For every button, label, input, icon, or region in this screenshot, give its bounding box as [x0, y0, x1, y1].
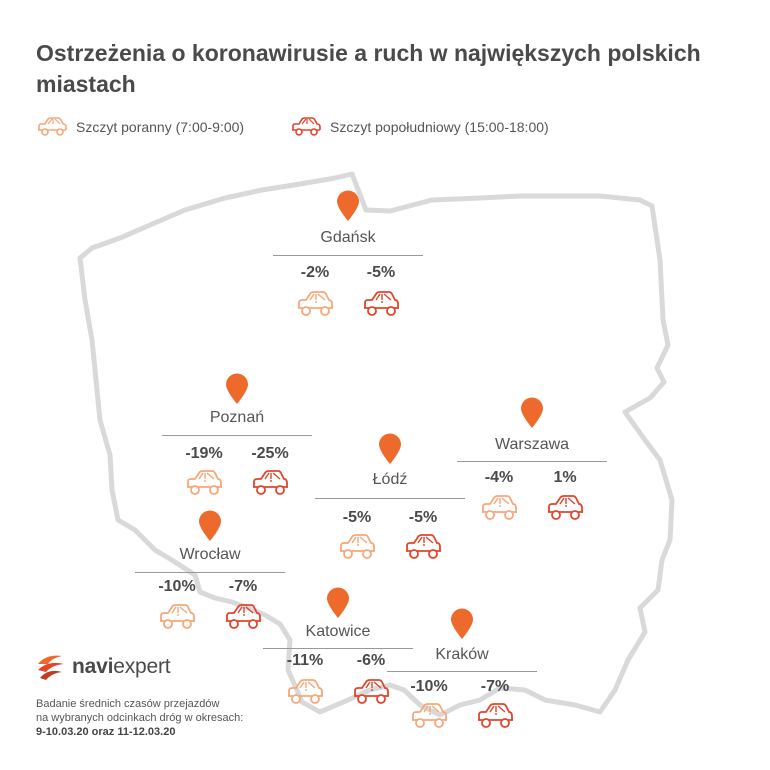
methodology-note: Badanie średnich czasów przejazdów na wy… — [36, 697, 316, 739]
morning-car — [479, 494, 519, 527]
city-name: Katowice — [305, 623, 371, 640]
naviexpert-logo: naviexpert — [36, 652, 171, 682]
location-pin-icon — [327, 587, 349, 618]
car-afternoon-icon — [478, 703, 513, 728]
location-pin-icon — [337, 190, 359, 221]
city-divider — [273, 255, 423, 256]
city-divider — [457, 461, 607, 462]
morning-car — [184, 469, 224, 502]
car-morning-icon — [298, 291, 333, 316]
car-morning-icon — [340, 534, 375, 559]
city-divider — [162, 435, 312, 436]
afternoon-change-value: -6% — [356, 652, 386, 669]
car-afternoon-icon — [354, 679, 389, 704]
car-morning-icon — [412, 703, 447, 728]
afternoon-car — [403, 533, 443, 566]
morning-change-value: -2% — [300, 264, 330, 281]
legend-afternoon: Szczyt popołudniowy (15:00-18:00) — [290, 116, 549, 138]
legend-morning: Szczyt poranny (7:00-9:00) — [36, 116, 244, 138]
location-pin-icon — [379, 433, 401, 464]
city-name: Łódź — [372, 471, 408, 488]
afternoon-car — [475, 702, 515, 735]
note-line-2: na wybranych odcinkach dróg w okresach: — [36, 712, 244, 724]
car-afternoon-icon — [548, 495, 583, 520]
car-morning-icon — [482, 495, 517, 520]
city-name: Warszawa — [494, 436, 570, 453]
morning-car — [409, 702, 449, 735]
afternoon-car — [250, 469, 290, 502]
logo-part-navi: navi — [72, 655, 114, 678]
car-morning-icon — [160, 604, 195, 629]
city-divider — [135, 572, 285, 573]
afternoon-car — [361, 290, 401, 323]
car-afternoon-icon — [406, 534, 441, 559]
note-line-1: Badanie średnich czasów przejazdów — [36, 698, 220, 710]
page-title: Ostrzeżenia o koronawirusie a ruch w naj… — [36, 40, 701, 97]
morning-change-value: -5% — [342, 509, 372, 526]
city-divider — [315, 498, 465, 499]
afternoon-change-value: -5% — [366, 264, 396, 281]
morning-car — [295, 290, 335, 323]
location-pin-icon — [199, 510, 221, 541]
afternoon-change-value: 1% — [553, 469, 577, 486]
logo-part-expert: expert — [113, 655, 171, 678]
morning-car — [157, 603, 197, 636]
city-divider — [387, 671, 537, 672]
afternoon-change-value: -7% — [480, 678, 510, 695]
afternoon-car — [223, 603, 263, 636]
naviexpert-swoosh-icon — [38, 655, 64, 680]
city-name: Poznań — [209, 409, 265, 426]
afternoon-change-value: -5% — [408, 509, 438, 526]
location-pin-icon — [521, 397, 543, 428]
location-pin-icon — [451, 608, 473, 639]
city-divider — [263, 648, 413, 649]
morning-car — [285, 678, 325, 711]
legend-morning-label: Szczyt poranny (7:00-9:00) — [76, 119, 245, 135]
morning-change-value: -11% — [286, 652, 324, 669]
morning-change-value: -10% — [158, 578, 196, 595]
morning-car — [337, 533, 377, 566]
city-name: Gdańsk — [320, 229, 376, 246]
car-afternoon-icon — [292, 117, 321, 136]
note-dates: 9-10.03.20 oraz 11-12.03.20 — [36, 726, 176, 738]
location-pin-icon — [226, 373, 248, 404]
afternoon-change-value: -25% — [251, 445, 289, 462]
car-afternoon-icon — [226, 604, 261, 629]
car-morning-icon — [187, 470, 222, 495]
car-afternoon-icon — [253, 470, 288, 495]
morning-change-value: -4% — [484, 469, 514, 486]
city-name: Wrocław — [179, 546, 241, 563]
morning-change-value: -10% — [410, 678, 448, 695]
car-afternoon-icon — [364, 291, 399, 316]
city-name: Kraków — [435, 646, 489, 663]
afternoon-car — [545, 494, 585, 527]
car-morning-icon — [38, 117, 67, 136]
morning-change-value: -19% — [185, 445, 223, 462]
legend-afternoon-label: Szczyt popołudniowy (15:00-18:00) — [330, 119, 549, 135]
car-morning-icon — [288, 679, 323, 704]
naviexpert-logo-text: naviexpert — [72, 655, 171, 679]
afternoon-change-value: -7% — [228, 578, 258, 595]
afternoon-car — [351, 678, 391, 711]
